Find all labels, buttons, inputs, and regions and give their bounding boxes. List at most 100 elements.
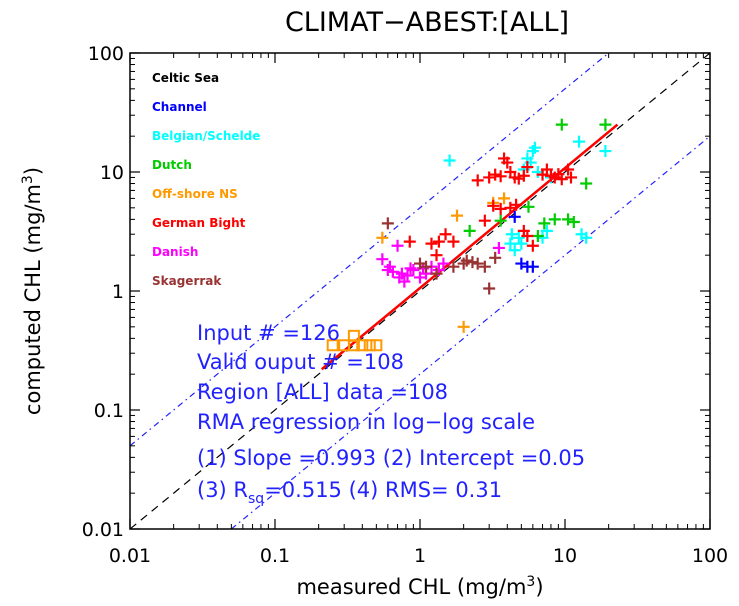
upper-bound-line [130, 53, 610, 447]
stat-slope-intercept: (1) Slope =0.993 (2) Intercept =0.05 [197, 446, 585, 470]
y-tick-label: 100 [88, 43, 124, 65]
point-skagerrak [430, 267, 443, 280]
point-german-bight [478, 214, 491, 227]
point-dutch [562, 213, 575, 226]
point-german-bight [471, 174, 484, 187]
data-markers [326, 118, 612, 352]
point-channel [515, 257, 528, 270]
x-tick-label: 0.1 [260, 545, 290, 567]
point-german-bight [517, 169, 530, 182]
stat-rsq-rms: (3) Rsq=0.515 (4) RMS= 0.31 [197, 478, 502, 507]
point-channel [508, 210, 521, 223]
legend-entry: Off-shore NS [152, 187, 238, 201]
stat-rsq-values: =0.515 (4) RMS= 0.31 [264, 478, 502, 502]
point-german-bight [562, 163, 575, 176]
y-tick-label: 10 [100, 162, 124, 184]
point-belgian-schelde [599, 145, 612, 158]
chart-title: CLIMAT−ABEST:[ALL] [285, 7, 569, 38]
box-point-off-shore-ns [370, 339, 383, 352]
stat-rsq-prefix: (3) R [197, 478, 248, 502]
point-dutch [580, 177, 593, 190]
point-belgian-schelde [443, 154, 456, 167]
box-point-off-shore-ns [356, 339, 369, 352]
point-belgian-schelde [505, 228, 518, 241]
point-german-bight [555, 173, 568, 186]
point-danish [398, 275, 411, 288]
point-skagerrak [483, 282, 496, 295]
point-danish [404, 262, 417, 275]
point-dutch [567, 216, 580, 229]
legend-entry: Belgian/Schelde [152, 129, 260, 143]
point-off-shore-ns [498, 192, 511, 205]
stat-input-count: Input # =126 [197, 321, 340, 345]
stat-rsq-subscript: sq [248, 491, 264, 507]
y-tick-label: 1 [112, 281, 124, 303]
point-belgian-schelde [580, 231, 593, 244]
point-skagerrak [414, 257, 426, 270]
point-german-bight [501, 156, 514, 169]
point-off-shore-ns [376, 231, 389, 244]
point-belgian-schelde [504, 237, 517, 250]
x-axis-label: measured CHL (mg/m3) [296, 574, 543, 599]
point-dutch [522, 200, 535, 213]
y-tick-label: 0.01 [82, 519, 124, 541]
point-german-bight [447, 235, 460, 248]
point-channel [526, 260, 539, 273]
point-danish [407, 264, 420, 277]
legend-entry: Danish [152, 245, 198, 259]
point-danish [395, 267, 408, 280]
stat-regression-method: RMA regression in log−log scale [197, 410, 535, 434]
point-danish [391, 239, 404, 252]
point-belgian-schelde [508, 244, 521, 257]
point-dutch [494, 214, 507, 227]
y-axis-label: computed CHL (mg/m3) [20, 167, 45, 415]
point-danish [492, 241, 505, 254]
x-tick-label: 100 [692, 545, 728, 567]
point-german-bight [510, 198, 523, 211]
x-tick-label: 0.01 [109, 545, 151, 567]
point-german-bight [483, 171, 496, 184]
point-german-bight [439, 228, 452, 241]
lower-bound-line [230, 135, 710, 529]
point-skagerrak [420, 260, 433, 273]
legend-entry: Celtic Sea [152, 71, 219, 85]
point-skagerrak [489, 251, 502, 264]
point-german-bight [526, 239, 539, 252]
y-tick-label: 0.1 [94, 400, 124, 422]
point-dutch [548, 213, 561, 226]
point-dutch [538, 217, 551, 230]
point-dutch [555, 118, 568, 131]
point-belgian-schelde [540, 224, 553, 237]
point-skagerrak [466, 256, 479, 269]
point-german-bight [425, 237, 438, 250]
box-point-off-shore-ns [347, 329, 360, 342]
point-belgian-schelde [515, 237, 528, 250]
point-dutch [531, 229, 544, 242]
legend-entry: German Bight [152, 216, 246, 230]
point-german-bight [565, 171, 578, 184]
x-tick-label: 1 [414, 545, 426, 567]
box-point-off-shore-ns [363, 339, 376, 352]
point-skagerrak [381, 217, 394, 230]
point-danish [437, 257, 450, 270]
stats-annotation: Input # =126 Valid ouput # =108 Region [… [197, 321, 585, 507]
point-skagerrak [471, 257, 484, 270]
point-skagerrak [460, 254, 473, 267]
regression-line [320, 123, 619, 371]
point-danish [414, 271, 426, 284]
legend-entry: Skagerrak [152, 274, 222, 288]
box-point-off-shore-ns [326, 339, 339, 352]
point-dutch [599, 118, 612, 131]
point-german-bight [521, 161, 534, 174]
point-german-bight [432, 235, 445, 248]
point-skagerrak [447, 260, 460, 273]
point-german-bight [494, 170, 507, 183]
legend-entry: Channel [152, 100, 207, 114]
point-danish [376, 253, 389, 266]
x-tick-label: 10 [553, 545, 577, 567]
point-skagerrak [478, 260, 491, 273]
point-belgian-schelde [528, 141, 541, 154]
point-belgian-schelde [573, 135, 586, 148]
legend-entry: Dutch [152, 158, 192, 172]
